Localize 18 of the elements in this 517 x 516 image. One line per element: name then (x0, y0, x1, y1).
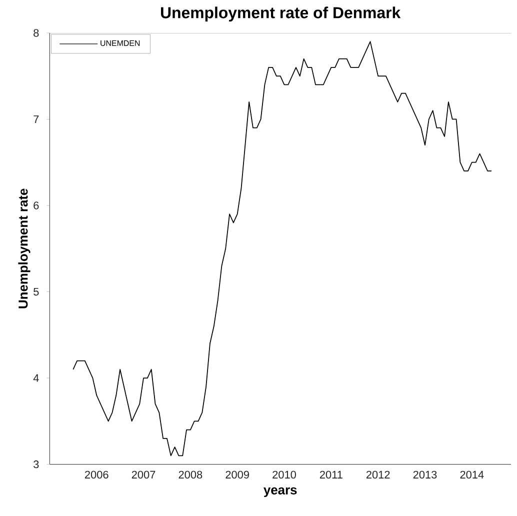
y-axis-title: Unemployment rate (18, 188, 30, 308)
x-tick-label: 2006 (84, 470, 108, 478)
x-tick-label: 2008 (178, 470, 202, 478)
x-tick-label: 2011 (320, 470, 342, 478)
y-tick-label: 4 (33, 374, 39, 382)
y-tick-label: 6 (34, 202, 39, 210)
y-tick-label: 3 (34, 460, 39, 468)
y-tick-label: 5 (34, 288, 39, 296)
x-axis-title: years (264, 487, 297, 497)
y-tick-label: 8 (34, 28, 39, 37)
x-tick-label: 2010 (272, 470, 296, 478)
x-tick-label: 2014 (460, 470, 484, 478)
chart-title: Unemployment rate of Denmark (161, 6, 401, 22)
x-tick-label: 2012 (366, 470, 390, 478)
x-tick-label: 2007 (132, 470, 156, 478)
y-tick-label: 7 (34, 115, 39, 123)
x-tick-label: 2009 (226, 470, 249, 478)
x-tick-label: 2013 (413, 470, 437, 478)
